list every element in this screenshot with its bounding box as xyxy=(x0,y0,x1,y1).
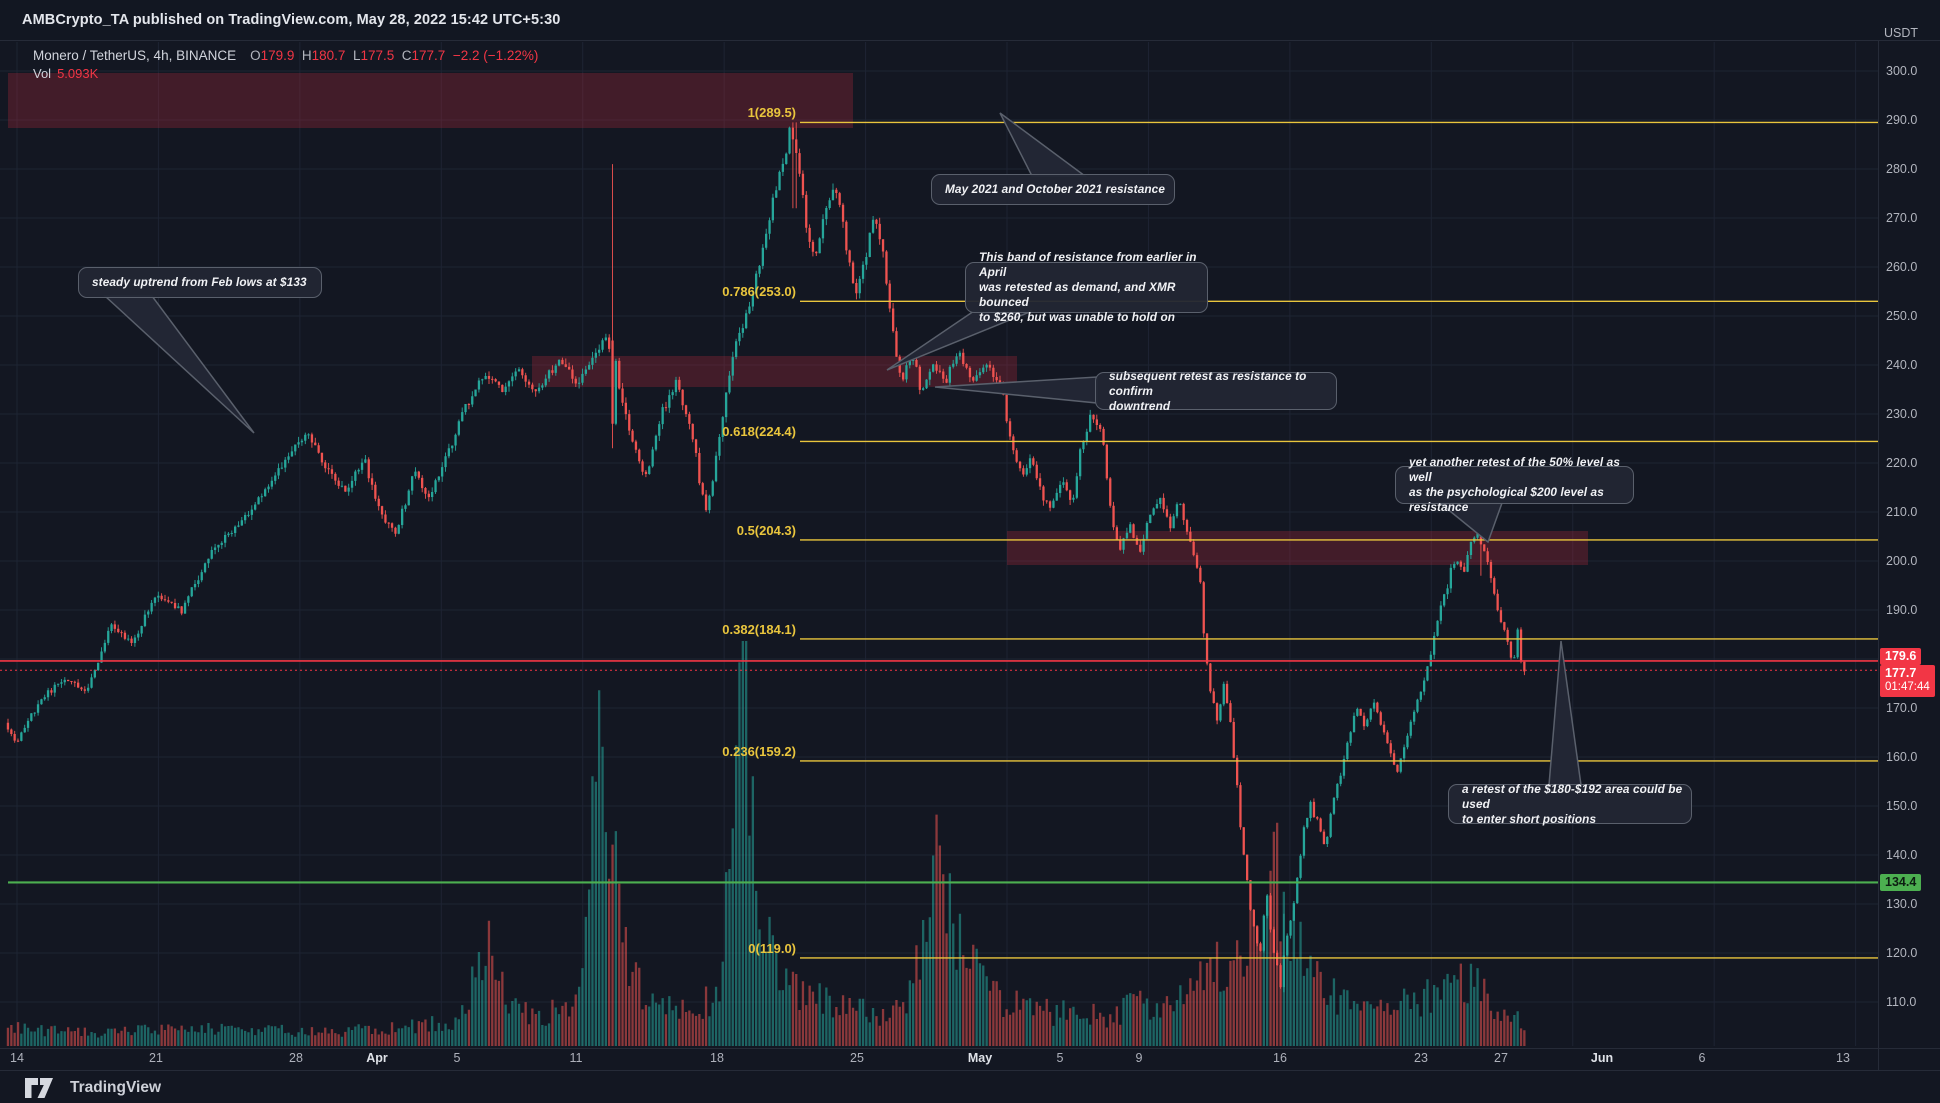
time-tick-label: 14 xyxy=(10,1051,24,1065)
price-tick-label: 270.0 xyxy=(1886,211,1918,225)
annotation-callout-f[interactable]: a retest of the $180-$192 area could be … xyxy=(1448,781,1692,826)
price-tick-label: 150.0 xyxy=(1886,799,1918,813)
price-tick-label: 140.0 xyxy=(1886,848,1918,862)
price-tick-label: 260.0 xyxy=(1886,260,1918,274)
price-tick-label: 220.0 xyxy=(1886,456,1918,470)
fib-level-label[interactable]: 0.382(184.1) xyxy=(722,621,796,637)
fib-level-label[interactable]: 0.5(204.3) xyxy=(736,522,796,538)
annotation-text: subsequent retest as resistance to confi… xyxy=(1109,368,1307,398)
annotation-text: steady uptrend from Feb lows at $133 xyxy=(92,275,307,289)
symbol-info-bar[interactable]: Monero / TetherUS, 4h, BINANCE O179.9 H18… xyxy=(33,48,538,63)
annotation-callout-b[interactable]: steady uptrend from Feb lows at $133 xyxy=(78,267,322,298)
price-tick-label: 280.0 xyxy=(1886,162,1918,176)
ohlc-key: O xyxy=(250,48,261,63)
fib-level-label[interactable]: 0.618(224.4) xyxy=(722,424,796,440)
annotation-text: to $260, but was unable to hold on xyxy=(979,310,1176,324)
price-axis-border xyxy=(1878,40,1879,1070)
price-tick-label: 250.0 xyxy=(1886,309,1918,323)
annotation-text: yet another retest of the 50% level as w… xyxy=(1409,455,1620,484)
time-tick-label: 23 xyxy=(1414,1051,1428,1065)
price-tick-label: 200.0 xyxy=(1886,554,1918,568)
time-tick-label: 6 xyxy=(1698,1051,1706,1065)
ohlc-key: H xyxy=(301,48,312,63)
fib-level-label[interactable]: 0(119.0) xyxy=(748,940,796,956)
symbol-title[interactable]: Monero / TetherUS, 4h, BINANCE xyxy=(33,48,237,63)
change-value: −2.2 (−1.22%) xyxy=(452,48,539,63)
publish-header: AMBCrypto_TA published on TradingView.co… xyxy=(0,0,1940,41)
annotation-text: downtrend xyxy=(1109,398,1171,413)
annotation-text: This band of resistance from earlier in … xyxy=(979,250,1197,279)
support-price-badge: 134.4 xyxy=(1880,874,1922,891)
time-tick-label: 5 xyxy=(453,1051,461,1065)
volume-bars-up xyxy=(20,641,1519,1046)
price-tick-label: 290.0 xyxy=(1886,113,1918,127)
ohlc-values: O179.9 H180.7 L177.5 C177.7 −2.2 (−1.22%… xyxy=(250,48,538,63)
time-tick-label: 16 xyxy=(1273,1051,1287,1065)
volume-label: Vol xyxy=(33,66,52,81)
fib-level-label[interactable]: 1(289.5) xyxy=(747,105,796,121)
time-tick-label: 25 xyxy=(850,1051,864,1065)
fib-level-label[interactable]: 0.236(159.2) xyxy=(722,743,796,759)
callout-pointer xyxy=(1548,640,1582,786)
volume-value: 5.093K xyxy=(57,66,99,81)
price-tick-label: 210.0 xyxy=(1886,505,1918,519)
time-tick-label: Apr xyxy=(366,1051,388,1065)
ohlc-value: 179.9 xyxy=(260,48,302,63)
resistance-price-badge: 179.6 xyxy=(1880,648,1922,665)
volume-info: Vol 5.093K xyxy=(33,66,98,81)
ohlc-value: 177.5 xyxy=(360,48,402,63)
annotation-text: as the psychological $200 level as resis… xyxy=(1409,485,1604,514)
price-tick-label: 110.0 xyxy=(1886,995,1917,1009)
price-tick-label: 300.0 xyxy=(1886,64,1918,78)
price-axis-currency: USDT xyxy=(1884,26,1919,40)
annotation-callout-e[interactable]: yet another retest of the 50% level as w… xyxy=(1395,455,1634,514)
ohlc-key: C xyxy=(401,48,412,63)
ohlc-key: L xyxy=(352,48,361,63)
time-tick-label: 9 xyxy=(1135,1051,1143,1065)
fib-level-label[interactable]: 0.786(253.0) xyxy=(722,284,796,300)
price-tick-label: 130.0 xyxy=(1886,897,1918,911)
annotation-callout-a[interactable]: May 2021 and October 2021 resistance xyxy=(931,174,1175,205)
price-tick-label: 170.0 xyxy=(1886,701,1918,715)
price-tick-label: 160.0 xyxy=(1886,750,1918,764)
time-tick-label: 28 xyxy=(289,1051,303,1065)
annotation-callout-d[interactable]: subsequent retest as resistance to confi… xyxy=(1095,368,1337,413)
time-tick-label: 27 xyxy=(1494,1051,1508,1065)
ohlc-value: 177.7 xyxy=(411,48,453,63)
publish-title: AMBCrypto_TA published on TradingView.co… xyxy=(22,12,561,28)
time-axis-border[interactable] xyxy=(0,1048,1940,1049)
time-tick-label: 13 xyxy=(1836,1051,1850,1065)
annotation-text: to enter short positions xyxy=(1462,811,1597,826)
price-tick-label: 120.0 xyxy=(1886,946,1918,960)
last-price-value: 177.7 xyxy=(1885,666,1917,680)
price-tick-label: 190.0 xyxy=(1886,603,1918,617)
time-tick-label: Jun xyxy=(1590,1051,1614,1065)
time-tick-label: 5 xyxy=(1056,1051,1064,1065)
tradingview-footer: TradingView xyxy=(0,1070,1940,1103)
last-price-badge: 177.7 01:47:44 xyxy=(1880,665,1935,697)
time-tick-label: May xyxy=(967,1051,993,1065)
price-tick-label: 230.0 xyxy=(1886,407,1918,421)
annotation-callout-c[interactable]: This band of resistance from earlier in … xyxy=(965,250,1208,324)
time-tick-label: 21 xyxy=(149,1051,163,1065)
tradingview-logo-text[interactable]: TradingView xyxy=(70,1078,162,1096)
annotation-text: was retested as demand, and XMR bounced xyxy=(979,280,1176,309)
bar-countdown: 01:47:44 xyxy=(1885,681,1930,693)
annotation-text: May 2021 and October 2021 resistance xyxy=(945,182,1165,196)
price-tick-label: 240.0 xyxy=(1886,358,1918,372)
time-tick-label: 18 xyxy=(710,1051,724,1065)
time-tick-label: 11 xyxy=(569,1051,583,1065)
ohlc-value: 180.7 xyxy=(311,48,353,63)
annotation-text: a retest of the $180-$192 area could be … xyxy=(1462,781,1683,811)
tradingview-logo-icon[interactable] xyxy=(24,1077,58,1099)
